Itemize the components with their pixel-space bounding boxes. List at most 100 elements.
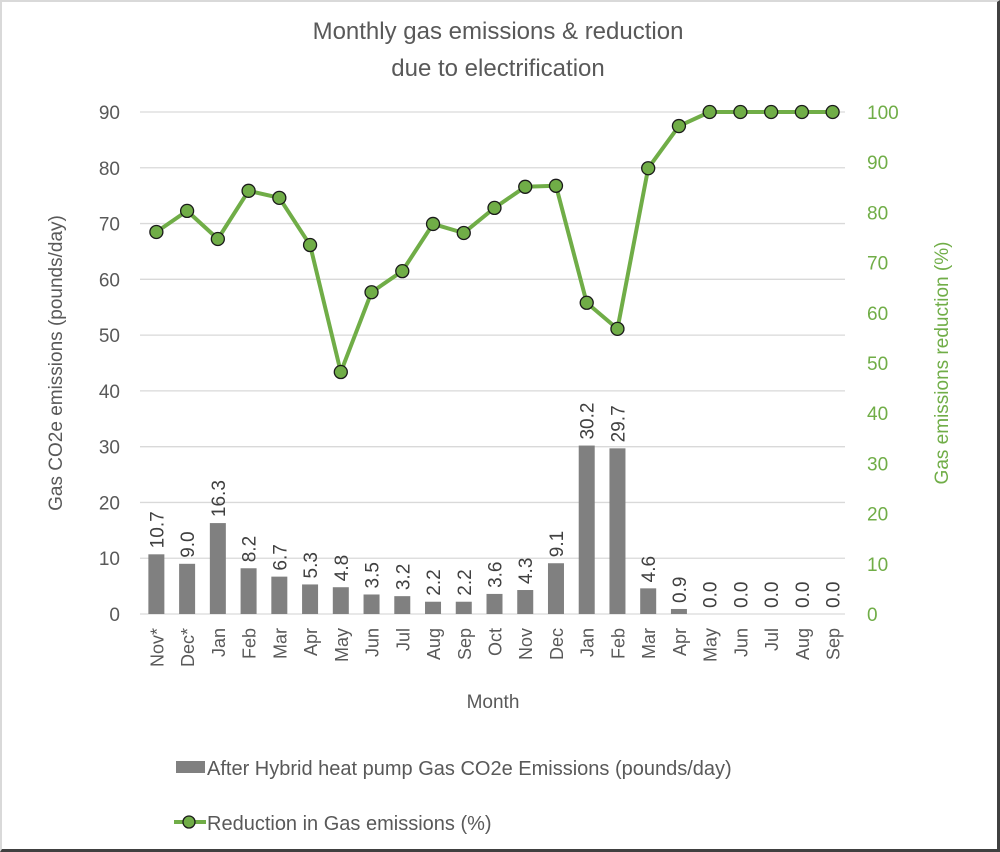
line-point[interactable] xyxy=(272,190,287,205)
line-point[interactable] xyxy=(794,104,810,120)
bar[interactable] xyxy=(363,594,380,614)
line-point[interactable] xyxy=(425,216,441,232)
left-tick-label: 30 xyxy=(99,438,120,459)
bar[interactable] xyxy=(609,448,626,614)
legend-bar-label: After Hybrid heat pump Gas CO2e Emission… xyxy=(207,758,732,780)
line-point[interactable] xyxy=(548,178,564,193)
x-tick-label: Apr xyxy=(670,628,690,656)
right-tick-label: 10 xyxy=(867,555,888,576)
x-tick-label: Jul xyxy=(762,628,782,651)
line-point[interactable] xyxy=(825,104,840,120)
bar-series xyxy=(148,445,687,614)
line-series xyxy=(149,104,840,380)
x-tick-label: May xyxy=(701,628,721,662)
x-tick-label: Feb xyxy=(240,628,260,659)
right-tick-label: 50 xyxy=(867,354,888,375)
x-tick-label: Feb xyxy=(608,628,628,659)
x-tick-label: Jun xyxy=(731,628,751,657)
x-tick-label: May xyxy=(332,628,352,662)
right-axis-ticks: 0 10 20 30 40 50 60 70 80 90 100 xyxy=(867,103,899,626)
line-point[interactable] xyxy=(241,183,256,198)
bar[interactable] xyxy=(578,445,595,614)
bar-data-label: 0.0 xyxy=(824,582,845,608)
line-point[interactable] xyxy=(210,231,225,247)
left-axis-ticks: 0 10 20 30 40 50 60 70 80 90 xyxy=(99,103,120,626)
bar[interactable] xyxy=(455,601,472,614)
line-point[interactable] xyxy=(610,321,625,337)
right-tick-label: 40 xyxy=(867,404,888,425)
bar-data-label: 0.9 xyxy=(670,577,691,603)
left-tick-label: 0 xyxy=(109,605,120,626)
bar[interactable] xyxy=(332,587,349,614)
line-point[interactable] xyxy=(302,237,318,253)
legend-line-label: Reduction in Gas emissions (%) xyxy=(207,813,492,835)
line-path xyxy=(155,110,833,375)
line-point[interactable] xyxy=(179,203,195,219)
line-point[interactable] xyxy=(487,200,502,216)
bar-data-label: 10.7 xyxy=(147,511,168,548)
right-tick-label: 0 xyxy=(867,605,878,626)
legend-bar-swatch xyxy=(176,761,205,773)
x-tick-label: Jan xyxy=(578,628,598,657)
line-point[interactable] xyxy=(333,364,348,380)
right-axis-title: Gas emissions reduction (%) xyxy=(932,242,953,485)
bar-data-label: 5.3 xyxy=(301,552,322,578)
line-point[interactable] xyxy=(579,295,594,310)
left-tick-label: 70 xyxy=(99,215,120,236)
left-tick-label: 80 xyxy=(99,159,120,180)
bar[interactable] xyxy=(517,590,534,614)
bar[interactable] xyxy=(670,608,687,614)
line-point[interactable] xyxy=(764,104,779,120)
bar-data-label: 4.8 xyxy=(332,555,353,581)
right-tick-label: 100 xyxy=(867,103,899,124)
bar[interactable] xyxy=(271,576,288,614)
x-tick-label: Dec* xyxy=(178,628,198,667)
bar[interactable] xyxy=(179,563,196,614)
bar[interactable] xyxy=(209,523,226,614)
x-tick-label: Oct xyxy=(486,628,506,656)
bar-data-label: 0.0 xyxy=(731,582,752,608)
bar[interactable] xyxy=(240,568,257,614)
bar[interactable] xyxy=(425,601,442,614)
bar[interactable] xyxy=(547,563,564,614)
bar[interactable] xyxy=(486,593,503,614)
line-point[interactable] xyxy=(641,161,656,176)
line-point[interactable] xyxy=(518,179,533,194)
bar-data-label: 2.2 xyxy=(424,569,445,595)
right-tick-label: 30 xyxy=(867,454,888,475)
legend: After Hybrid heat pump Gas CO2e Emission… xyxy=(174,758,732,835)
x-axis-ticks: Nov* Dec* Jan Feb Mar Apr May Jun Jul Aug Sep Oct No… xyxy=(147,628,843,667)
legend-item-line[interactable]: Reduction in Gas emissions (%) xyxy=(174,813,492,835)
bar-data-label: 9.1 xyxy=(547,531,568,557)
line-point[interactable] xyxy=(149,224,164,240)
bar[interactable] xyxy=(394,596,411,614)
x-tick-label: Dec xyxy=(547,628,567,660)
bar-data-label: 3.6 xyxy=(486,561,507,587)
legend-item-bars[interactable]: After Hybrid heat pump Gas CO2e Emission… xyxy=(176,758,732,780)
bar-data-label: 8.2 xyxy=(240,536,261,562)
x-tick-label: Apr xyxy=(301,628,321,656)
bar-data-label: 2.2 xyxy=(455,569,476,595)
bar-data-label: 4.6 xyxy=(639,556,660,582)
line-point[interactable] xyxy=(733,104,748,120)
x-tick-label: Jan xyxy=(209,628,229,657)
legend-line-marker xyxy=(182,815,196,829)
right-tick-label: 80 xyxy=(867,203,888,224)
bar-data-label: 29.7 xyxy=(608,405,629,442)
line-point[interactable] xyxy=(456,225,471,241)
bar[interactable] xyxy=(302,584,319,614)
x-tick-label: Nov xyxy=(516,628,536,660)
bar-data-label: 30.2 xyxy=(578,403,599,440)
bar[interactable] xyxy=(148,554,165,614)
line-point[interactable] xyxy=(702,104,717,120)
line-point[interactable] xyxy=(364,285,379,300)
x-tick-label: Sep xyxy=(455,628,475,660)
x-tick-label: Mar xyxy=(639,628,659,659)
bar-data-label: 4.3 xyxy=(516,558,537,584)
line-point[interactable] xyxy=(671,118,687,134)
line-point[interactable] xyxy=(395,263,410,279)
bar[interactable] xyxy=(640,588,657,614)
bar-data-label: 16.3 xyxy=(209,480,230,517)
